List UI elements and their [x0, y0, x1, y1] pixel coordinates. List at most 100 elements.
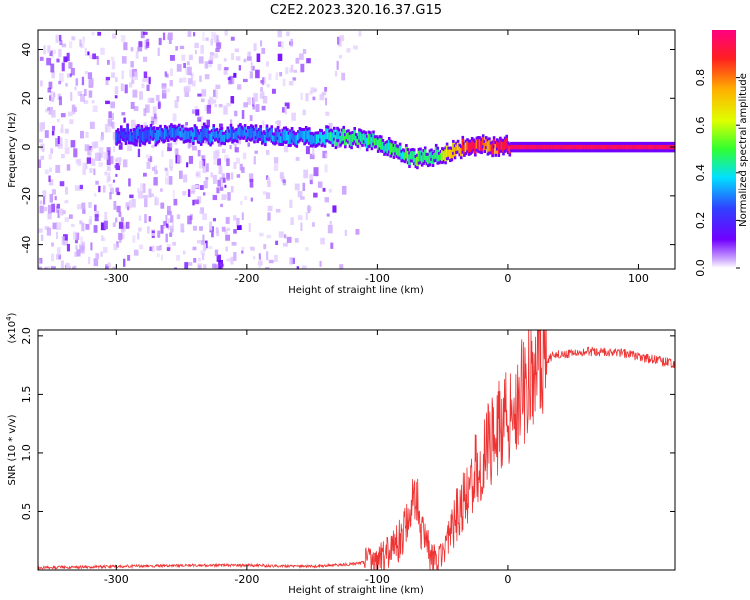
noise-speckle — [299, 53, 304, 60]
noise-speckle — [58, 96, 62, 106]
ridge-cell — [375, 138, 378, 146]
ridge-cell — [568, 144, 571, 150]
noise-speckle — [198, 257, 201, 262]
y-tick-label: 20 — [20, 91, 33, 105]
noise-speckle — [253, 156, 256, 165]
noise-speckle — [179, 45, 185, 50]
noise-speckle — [114, 86, 119, 95]
noise-speckle — [230, 119, 233, 124]
noise-speckle — [237, 84, 242, 90]
ridge-cell — [597, 144, 601, 150]
noise-speckle — [70, 68, 75, 76]
noise-speckle — [174, 100, 179, 109]
noise-speckle — [91, 142, 97, 149]
noise-speckle — [95, 253, 100, 260]
noise-speckle — [105, 125, 111, 133]
ridge-cell — [389, 142, 392, 155]
noise-speckle — [312, 222, 315, 227]
noise-speckle — [259, 92, 264, 99]
ridge-cell — [503, 139, 507, 150]
noise-speckle — [49, 50, 53, 57]
noise-speckle — [328, 122, 333, 130]
noise-speckle — [290, 217, 294, 225]
noise-speckle — [190, 74, 194, 79]
ridge-cell — [663, 144, 667, 150]
noise-speckle — [206, 119, 210, 128]
noise-speckle — [242, 152, 247, 160]
ridge-cell — [434, 146, 438, 159]
noise-speckle — [143, 122, 147, 129]
ridge-cell — [640, 144, 643, 150]
noise-speckle — [253, 256, 256, 260]
noise-speckle — [52, 125, 56, 131]
noise-speckle — [80, 43, 85, 48]
y-tick-label: -20 — [20, 187, 33, 205]
noise-speckle — [169, 159, 174, 168]
noise-speckle — [82, 36, 85, 43]
ridge-cell — [610, 144, 613, 150]
noise-speckle — [91, 100, 95, 104]
noise-speckle — [305, 212, 308, 220]
noise-speckle — [301, 265, 307, 269]
x-tick-label: -200 — [234, 272, 259, 285]
ridge-cell — [417, 150, 421, 162]
noise-speckle — [65, 83, 68, 87]
noise-speckle — [104, 211, 108, 220]
noise-speckle — [109, 192, 112, 200]
ridge-cell — [325, 128, 328, 140]
noise-speckle — [226, 258, 231, 262]
noise-speckle — [50, 266, 56, 269]
noise-speckle — [72, 105, 76, 115]
noise-speckle — [128, 178, 131, 187]
noise-speckle — [110, 101, 115, 109]
noise-speckle — [282, 180, 286, 186]
noise-speckle — [277, 53, 283, 61]
ridge-cell — [641, 144, 645, 150]
ridge-cell — [600, 144, 604, 150]
noise-speckle — [77, 204, 82, 210]
ridge-cell — [502, 141, 505, 153]
ridge-cell — [326, 128, 330, 140]
spectrogram-x-ticks: -300 -200 -100 0 100 — [104, 30, 649, 285]
noise-speckle — [313, 192, 318, 198]
noise-speckle — [94, 204, 97, 211]
ridge-cell — [575, 144, 579, 150]
noise-speckle — [59, 73, 64, 82]
noise-speckle — [204, 61, 209, 69]
noise-speckle — [43, 196, 46, 205]
ridge-cell — [517, 144, 521, 150]
noise-speckle — [44, 130, 49, 138]
noise-speckle — [200, 250, 205, 256]
ridge-cell — [173, 127, 176, 139]
ridge-cell — [391, 143, 394, 153]
noise-speckle — [225, 246, 228, 252]
noise-speckle — [144, 39, 148, 48]
noise-speckle — [358, 31, 362, 37]
ridge-cell — [541, 144, 544, 150]
noise-speckle — [92, 53, 96, 60]
ridge-cell — [441, 150, 444, 162]
ridge-cell — [514, 144, 518, 150]
ridge-cell — [439, 152, 443, 161]
noise-speckle — [106, 156, 111, 166]
noise-speckle — [192, 145, 197, 151]
noise-speckle — [186, 61, 190, 66]
noise-speckle — [192, 199, 195, 206]
ridge-cell — [157, 129, 161, 140]
ridge-cell — [306, 130, 309, 140]
noise-speckle — [230, 36, 235, 41]
noise-speckle — [74, 251, 77, 257]
noise-speckle — [63, 234, 68, 241]
noise-speckle — [343, 269, 346, 275]
noise-speckle — [162, 32, 166, 41]
noise-speckle — [50, 63, 55, 73]
ridge-cell — [195, 129, 198, 137]
noise-speckle — [100, 47, 105, 55]
noise-speckle — [230, 172, 234, 180]
noise-speckle — [115, 77, 118, 83]
noise-speckle — [107, 177, 111, 182]
noise-speckle — [329, 220, 332, 225]
ridge-cell — [557, 144, 560, 150]
noise-speckle — [346, 48, 351, 53]
ridge-cell — [193, 127, 197, 137]
